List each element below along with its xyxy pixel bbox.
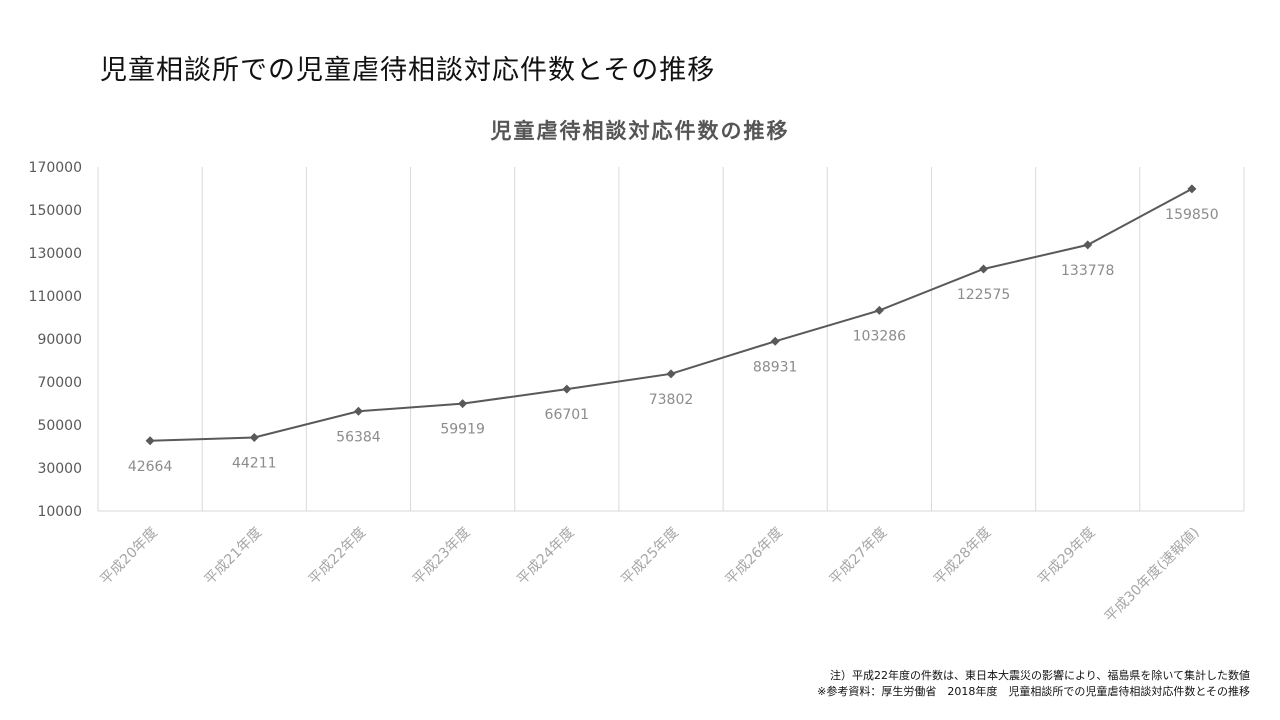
data-label: 44211	[232, 455, 277, 471]
data-label: 42664	[128, 459, 173, 475]
data-label: 133778	[1061, 263, 1114, 279]
data-point-marker	[979, 264, 989, 274]
data-label: 103286	[853, 328, 907, 344]
y-tick-label: 50000	[37, 418, 82, 434]
data-label: 122575	[957, 287, 1010, 303]
y-tick-label: 70000	[37, 375, 82, 391]
y-tick-label: 110000	[29, 289, 82, 305]
data-label: 73802	[649, 392, 694, 408]
data-point-marker	[1187, 184, 1197, 194]
data-label: 56384	[336, 429, 381, 445]
x-tick-label: 平成24年度	[514, 525, 578, 589]
footnote-note: 注）平成22年度の件数は、東日本大震災の影響により、福島県を除いて集計した数値	[829, 669, 1250, 682]
data-label: 66701	[545, 407, 590, 423]
data-label: 88931	[753, 359, 798, 375]
data-point-marker	[770, 336, 780, 346]
x-tick-label: 平成21年度	[202, 525, 266, 589]
x-tick-label: 平成30年度(速報値)	[1102, 525, 1203, 626]
data-point-marker	[145, 436, 155, 446]
y-tick-label: 130000	[29, 246, 82, 262]
data-label: 159850	[1165, 207, 1218, 223]
data-point-marker	[458, 399, 468, 409]
x-tick-label: 平成29年度	[1035, 525, 1099, 589]
x-tick-label: 平成25年度	[618, 525, 682, 589]
data-point-marker	[666, 369, 676, 379]
footnote-source: ※参考資料：厚生労働省 2018年度 児童相談所での児童虐待相談対応件数とその推…	[817, 685, 1250, 698]
x-tick-label: 平成27年度	[827, 525, 891, 589]
y-tick-label: 30000	[37, 461, 82, 477]
x-tick-label: 平成20年度	[97, 525, 161, 589]
data-point-marker	[562, 384, 572, 394]
x-tick-label: 平成23年度	[410, 525, 474, 589]
data-point-marker	[874, 305, 884, 315]
y-tick-label: 10000	[37, 504, 82, 520]
data-point-marker	[1083, 240, 1093, 250]
y-tick-label: 90000	[37, 332, 82, 348]
y-tick-label: 150000	[29, 203, 82, 219]
x-tick-label: 平成22年度	[306, 525, 370, 589]
x-tick-label: 平成28年度	[931, 525, 995, 589]
chart-title: 児童虐待相談対応件数の推移	[490, 119, 790, 143]
slide-title: 児童相談所での児童虐待相談対応件数とその推移	[100, 55, 716, 86]
data-label: 59919	[440, 422, 485, 438]
data-point-marker	[353, 406, 363, 416]
data-point-marker	[249, 432, 259, 442]
x-tick-label: 平成26年度	[722, 525, 786, 589]
y-tick-label: 170000	[29, 160, 82, 176]
